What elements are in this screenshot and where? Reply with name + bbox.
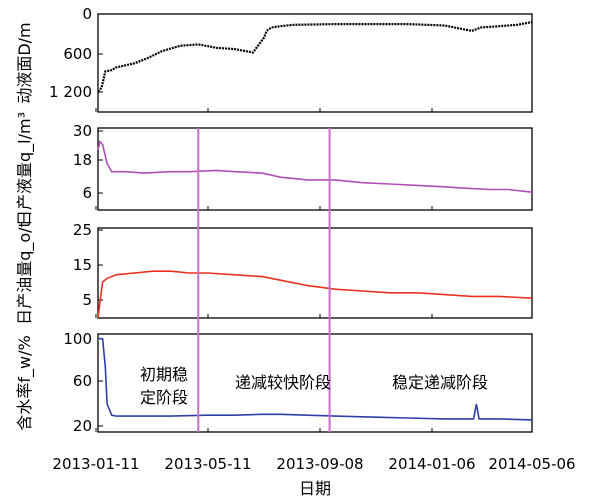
x-axis-group: 2013-01-11 2013-05-11 2013-09-08 2014-01-06… (52, 455, 575, 498)
stage-lines-group (197, 128, 331, 432)
stage-label: 初期稳 (140, 365, 188, 384)
panel-3: 25 15 5 日产油量q_o/t (15, 221, 533, 325)
series-line-4 (98, 337, 533, 421)
series-line-3 (97, 270, 533, 319)
x-tick-label: 2014-01-06 (388, 455, 475, 473)
panel-1: 0 600 1 200 动液面D/m (15, 5, 533, 113)
panels-group: 0 600 1 200 动液面D/m 30 18 6 日产液量q_l/m³ 25 15 5 日产油量q… (15, 5, 533, 435)
y-axis-label: 动液面D/m (15, 22, 34, 103)
y-tick-label: 15 (73, 256, 92, 274)
x-tick-label: 2014-05-06 (488, 455, 575, 473)
x-tick-label: 2013-01-11 (52, 455, 139, 473)
x-tick-label: 2013-05-11 (164, 455, 251, 473)
panel-frame (97, 13, 533, 113)
y-tick-label: 5 (82, 291, 92, 309)
panel-frame (97, 227, 533, 319)
panel-2: 30 18 6 日产液量q_l/m³ (15, 112, 533, 226)
panel-frame (97, 127, 533, 211)
y-tick-label: 20 (73, 417, 92, 435)
y-tick-label: 6 (82, 184, 92, 202)
x-tick-label: 2013-09-08 (276, 455, 363, 473)
x-axis-label: 日期 (299, 479, 331, 498)
y-tick-label: 600 (63, 45, 92, 63)
y-tick-label: 0 (82, 5, 92, 23)
series-fluid-level (97, 21, 533, 93)
stage-label: 递减较快阶段 (235, 373, 331, 392)
stage-label: 稳定递减阶段 (392, 373, 488, 392)
y-tick-label: 30 (73, 122, 92, 140)
panel-frame (97, 333, 533, 433)
y-tick-label: 18 (73, 151, 92, 169)
panel-4: 100 60 20 含水率f_w/% (15, 330, 533, 435)
y-tick-label: 25 (73, 221, 92, 239)
series-line-2 (97, 140, 533, 193)
y-axis-label: 含水率f_w/% (15, 335, 35, 430)
y-axis-label: 日产液量q_l/m³ (15, 112, 35, 226)
y-tick-label: 1 200 (49, 83, 92, 101)
y-tick-label: 100 (63, 330, 92, 348)
y-tick-label: 60 (73, 372, 92, 390)
y-axis-label: 日产油量q_o/t (15, 221, 35, 325)
stage-label-line2: 定阶段 (140, 388, 188, 407)
